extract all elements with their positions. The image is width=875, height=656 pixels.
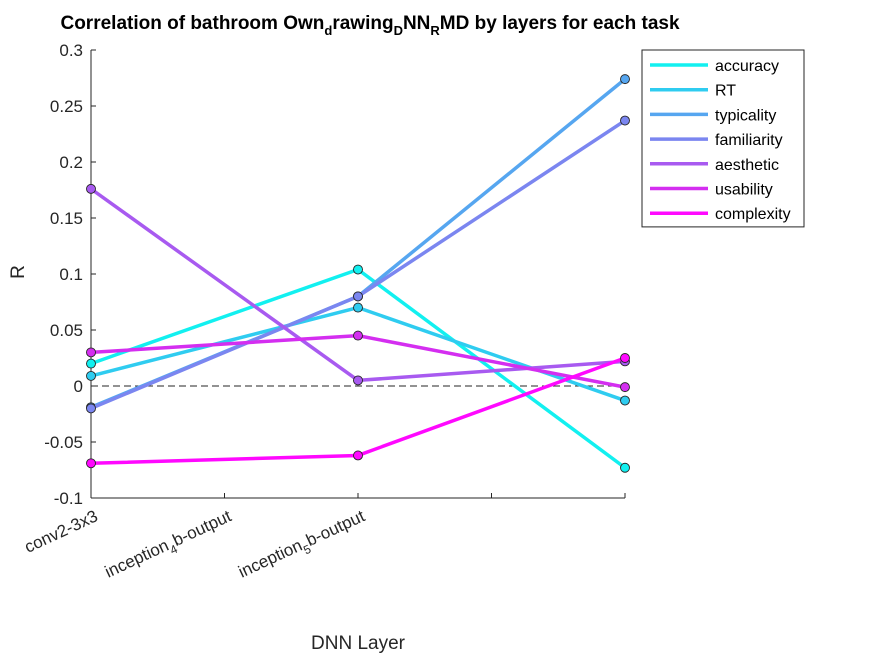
data-point-accuracy	[620, 462, 630, 473]
y-tick-label: 0.25	[50, 97, 83, 116]
legend-label-usability: usability	[715, 182, 773, 199]
chart-title: Correlation of bathroom OwndrawingDNNRMD…	[60, 13, 679, 38]
y-tick-label: -0.1	[54, 489, 83, 508]
series-line-typicality	[90, 77, 627, 409]
legend-label-complexity: complexity	[715, 206, 791, 223]
y-tick-label: 0.15	[50, 209, 83, 228]
data-point-aesthetic	[86, 183, 96, 194]
y-axis-label: R	[8, 265, 29, 279]
data-point-RT	[86, 370, 96, 381]
y-tick-label: 0.3	[59, 41, 83, 60]
data-point-familiarity	[86, 403, 96, 414]
legend-label-typicality: typicality	[715, 107, 776, 124]
data-point-familiarity	[353, 291, 363, 302]
x-axis-label: DNN Layer	[311, 633, 406, 654]
legend: accuracy RT typicality familiarity aesthetic…	[641, 49, 805, 228]
data-point-RT	[353, 302, 363, 313]
data-point-typicality	[620, 74, 630, 85]
data-point-usability	[86, 347, 96, 358]
series-usability	[86, 330, 630, 393]
legend-label-accuracy: accuracy	[715, 58, 779, 75]
series-line-aesthetic	[89, 187, 626, 383]
data-point-aesthetic	[353, 375, 363, 386]
data-point-accuracy	[86, 358, 96, 369]
data-point-accuracy	[353, 264, 363, 275]
series-accuracy	[86, 264, 630, 473]
data-point-usability	[620, 382, 630, 393]
y-tick-label: -0.05	[44, 433, 83, 452]
series-line-familiarity	[90, 119, 626, 411]
y-tick-label: 0.2	[59, 153, 83, 172]
data-point-RT	[620, 395, 630, 406]
legend-label-RT: RT	[715, 83, 736, 100]
series-familiarity	[86, 115, 630, 414]
data-point-complexity	[620, 353, 630, 363]
series-complexity	[86, 353, 630, 469]
y-tick-label: 0.05	[50, 321, 83, 340]
data-point-complexity	[86, 458, 96, 469]
data-point-familiarity	[620, 115, 630, 126]
series-RT	[86, 302, 630, 406]
legend-label-familiarity: familiarity	[715, 132, 783, 149]
x-tick-label: inception5b-output	[235, 506, 370, 586]
data-point-usability	[353, 330, 363, 341]
x-tick-label: conv2-3x3	[22, 506, 101, 556]
y-tick-label: 0	[74, 377, 83, 396]
y-tick-label: 0.1	[59, 265, 83, 284]
x-tick-label: inception4b-output	[102, 506, 237, 586]
data-point-complexity	[353, 450, 363, 461]
legend-label-aesthetic: aesthetic	[715, 157, 779, 174]
